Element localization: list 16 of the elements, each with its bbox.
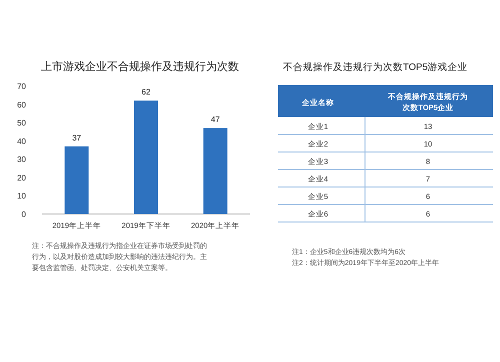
y-tick-label: 50 [17, 118, 27, 128]
y-tick-label: 30 [17, 155, 27, 164]
data-label: 62 [142, 88, 151, 97]
bar [64, 146, 89, 214]
data-label: 37 [72, 133, 82, 142]
y-tick-label: 10 [17, 192, 27, 201]
chart-title: 上市游戏企业不合规操作及违规行为次数 [41, 60, 239, 73]
y-tick-label: 70 [17, 82, 27, 91]
y-tick-label: 60 [17, 100, 27, 110]
text: 不合规操作及违规行为次数TOP5游戏企业 [283, 61, 468, 73]
data-label: 47 [210, 115, 220, 124]
bar [203, 128, 228, 214]
y-tick-label: 0 [22, 210, 27, 219]
y-tick-label: 20 [17, 173, 27, 182]
bar [134, 100, 158, 214]
y-tick-label: 40 [17, 136, 27, 146]
